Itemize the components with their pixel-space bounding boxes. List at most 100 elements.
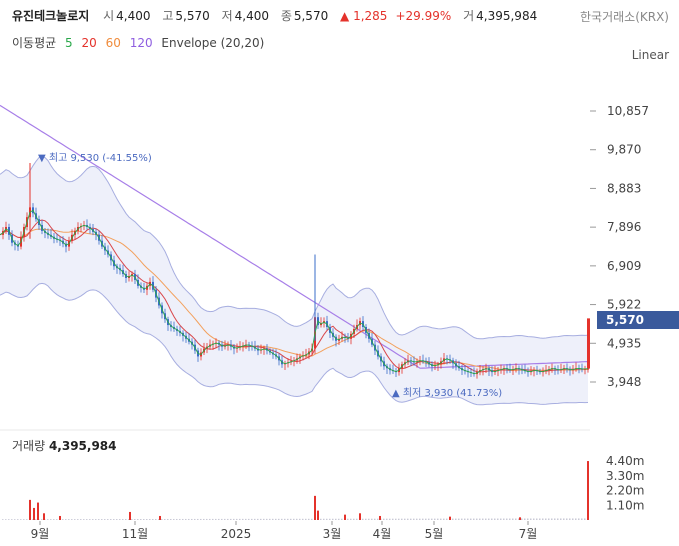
volume-bar: [542, 518, 544, 520]
ma-5[interactable]: 5: [65, 36, 73, 50]
ma-5-line: [0, 209, 589, 375]
volume-bar: [14, 519, 16, 520]
volume-bar: [266, 518, 268, 520]
volume-bar: [89, 519, 91, 520]
low-value: 4,400: [234, 9, 269, 23]
envelope-label[interactable]: Envelope (20,20): [161, 36, 265, 50]
volume-bar: [245, 518, 247, 520]
volume-bar: [140, 519, 142, 520]
volume-bar: [23, 519, 25, 520]
volume-bar: [227, 518, 229, 520]
volume-bar: [119, 519, 121, 520]
volume-bars: [2, 461, 589, 520]
volume-bar: [101, 519, 103, 520]
volume-bar: [251, 518, 253, 520]
x-axis: 9월 11월 2025 3월 4월 5월 7월: [31, 521, 537, 541]
volume-bar: [86, 519, 88, 520]
volume-bar: [260, 518, 262, 520]
volume-bar: [524, 518, 526, 520]
volume-bar: [530, 518, 532, 520]
volume-bar: [518, 518, 520, 520]
x-tick-label: 3월: [323, 527, 342, 541]
volume-bar: [194, 518, 196, 520]
y-tick-label: 7,896: [607, 220, 641, 234]
volume-bar: [581, 518, 583, 520]
stock-name: 유진테크놀로지: [12, 9, 90, 23]
volume-bar: [449, 516, 451, 520]
volume-bar: [332, 518, 334, 520]
volume-bar: [353, 518, 355, 520]
volume-bar: [2, 519, 4, 520]
volume-bar: [317, 510, 319, 520]
volume-bar: [158, 518, 160, 520]
volume-bar: [344, 514, 346, 520]
volume-bar: [401, 518, 403, 520]
volume-bar: [80, 519, 82, 520]
volume-bar: [506, 518, 508, 520]
volume-bar: [20, 519, 22, 520]
ma-120[interactable]: 120: [129, 36, 153, 50]
volume-bar: [560, 518, 562, 520]
volume-bar: [164, 518, 166, 520]
close-label: 종: [280, 9, 292, 23]
volume-bar: [392, 518, 394, 520]
volume-bar: [515, 518, 517, 520]
volume-bar: [275, 518, 277, 520]
volume-bar: [185, 518, 187, 520]
volume-bar: [43, 513, 45, 520]
volume-bar: [554, 518, 556, 520]
volume-bar: [539, 518, 541, 520]
volume-bar: [209, 518, 211, 520]
volume-bar: [212, 518, 214, 520]
volume-bar: [452, 518, 454, 520]
ma-20[interactable]: 20: [81, 36, 97, 50]
volume-bar: [569, 518, 571, 520]
volume-tick-label: 3.30m: [606, 469, 644, 483]
volume-bar: [161, 518, 163, 520]
volume-bar: [389, 518, 391, 520]
volume-bar: [566, 518, 568, 520]
volume-bar: [368, 518, 370, 520]
volume-bar: [563, 518, 565, 520]
current-price-tag: 5,570: [597, 311, 679, 329]
volume-bar: [379, 515, 381, 520]
volume-bar: [488, 518, 490, 520]
volume-bar: [293, 518, 295, 520]
volume-bar: [446, 518, 448, 520]
scale-toggle[interactable]: Linear: [631, 48, 669, 62]
volume-bar: [425, 518, 427, 520]
volume-bar: [521, 518, 523, 520]
ma-60-line: [0, 228, 588, 371]
volume-bar: [278, 518, 280, 520]
volume-bar: [455, 518, 457, 520]
volume-bar: [74, 519, 76, 520]
volume-bar: [95, 519, 97, 520]
volume-bar: [11, 519, 13, 520]
volume-bar: [320, 518, 322, 520]
volume-bar: [200, 518, 202, 520]
ma-60[interactable]: 60: [105, 36, 121, 50]
volume-bar: [422, 518, 424, 520]
volume-bar: [404, 518, 406, 520]
indicator-legend[interactable]: 이동평균 5 20 60 120 Envelope (20,20): [12, 34, 269, 51]
volume-bar: [398, 518, 400, 520]
y-axis: 10,857 9,870 8,883 7,896 6,909 5,922 4,935 3,94…: [590, 104, 649, 389]
volume-bar: [33, 507, 35, 520]
volume-bar: [230, 518, 232, 520]
y-tick-label: 5,922: [607, 298, 641, 312]
volume-bar: [32, 519, 34, 520]
volume-bar: [395, 518, 397, 520]
envelope-lower: [0, 282, 589, 406]
volume-bar: [311, 518, 313, 520]
volume-bar: [290, 518, 292, 520]
volume-bar: [548, 518, 550, 520]
volume-bar: [461, 518, 463, 520]
volume-bar: [326, 518, 328, 520]
volume-title-label: 거래량: [12, 439, 49, 453]
volume-bar: [329, 518, 331, 520]
volume-bar: [50, 519, 52, 520]
volume-bar: [134, 519, 136, 520]
volume-bar: [218, 518, 220, 520]
